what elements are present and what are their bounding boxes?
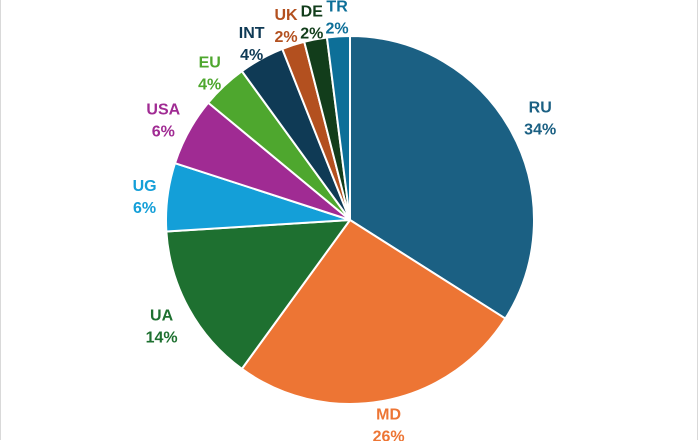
pie-slice-tr bbox=[325, 35, 351, 221]
slice-label-usa: USA bbox=[146, 101, 180, 118]
pie-slice-ru bbox=[349, 35, 535, 320]
slice-label-int: INT bbox=[239, 25, 265, 42]
slice-label-ug: UG bbox=[133, 178, 157, 195]
slice-label-ru: RU bbox=[529, 100, 552, 117]
slice-percent-de: 2% bbox=[300, 26, 323, 43]
pie-slice-ua bbox=[165, 219, 351, 370]
slice-label-de: DE bbox=[301, 4, 324, 21]
slice-label-ua: UA bbox=[150, 308, 174, 325]
slice-percent-ug: 6% bbox=[133, 200, 156, 217]
slice-percent-ua: 14% bbox=[146, 330, 178, 347]
slice-percent-uk: 2% bbox=[274, 29, 297, 46]
slice-label-md: MD bbox=[376, 406, 401, 423]
pie-labels: RU34%MD26%UA14%UG6%USA6%EU4%INT4%UK2%DE2… bbox=[133, 0, 557, 441]
pie-slices bbox=[165, 35, 535, 405]
slice-label-uk: UK bbox=[274, 7, 298, 24]
slice-percent-tr: 2% bbox=[326, 20, 349, 37]
slice-percent-eu: 4% bbox=[198, 77, 221, 94]
slice-label-tr: TR bbox=[326, 0, 348, 15]
pie-slice-md bbox=[240, 219, 507, 405]
slice-percent-usa: 6% bbox=[152, 123, 175, 140]
slice-percent-md: 26% bbox=[373, 428, 405, 441]
slice-percent-int: 4% bbox=[240, 47, 263, 64]
slice-percent-ru: 34% bbox=[524, 122, 556, 139]
slice-label-eu: EU bbox=[199, 55, 221, 72]
